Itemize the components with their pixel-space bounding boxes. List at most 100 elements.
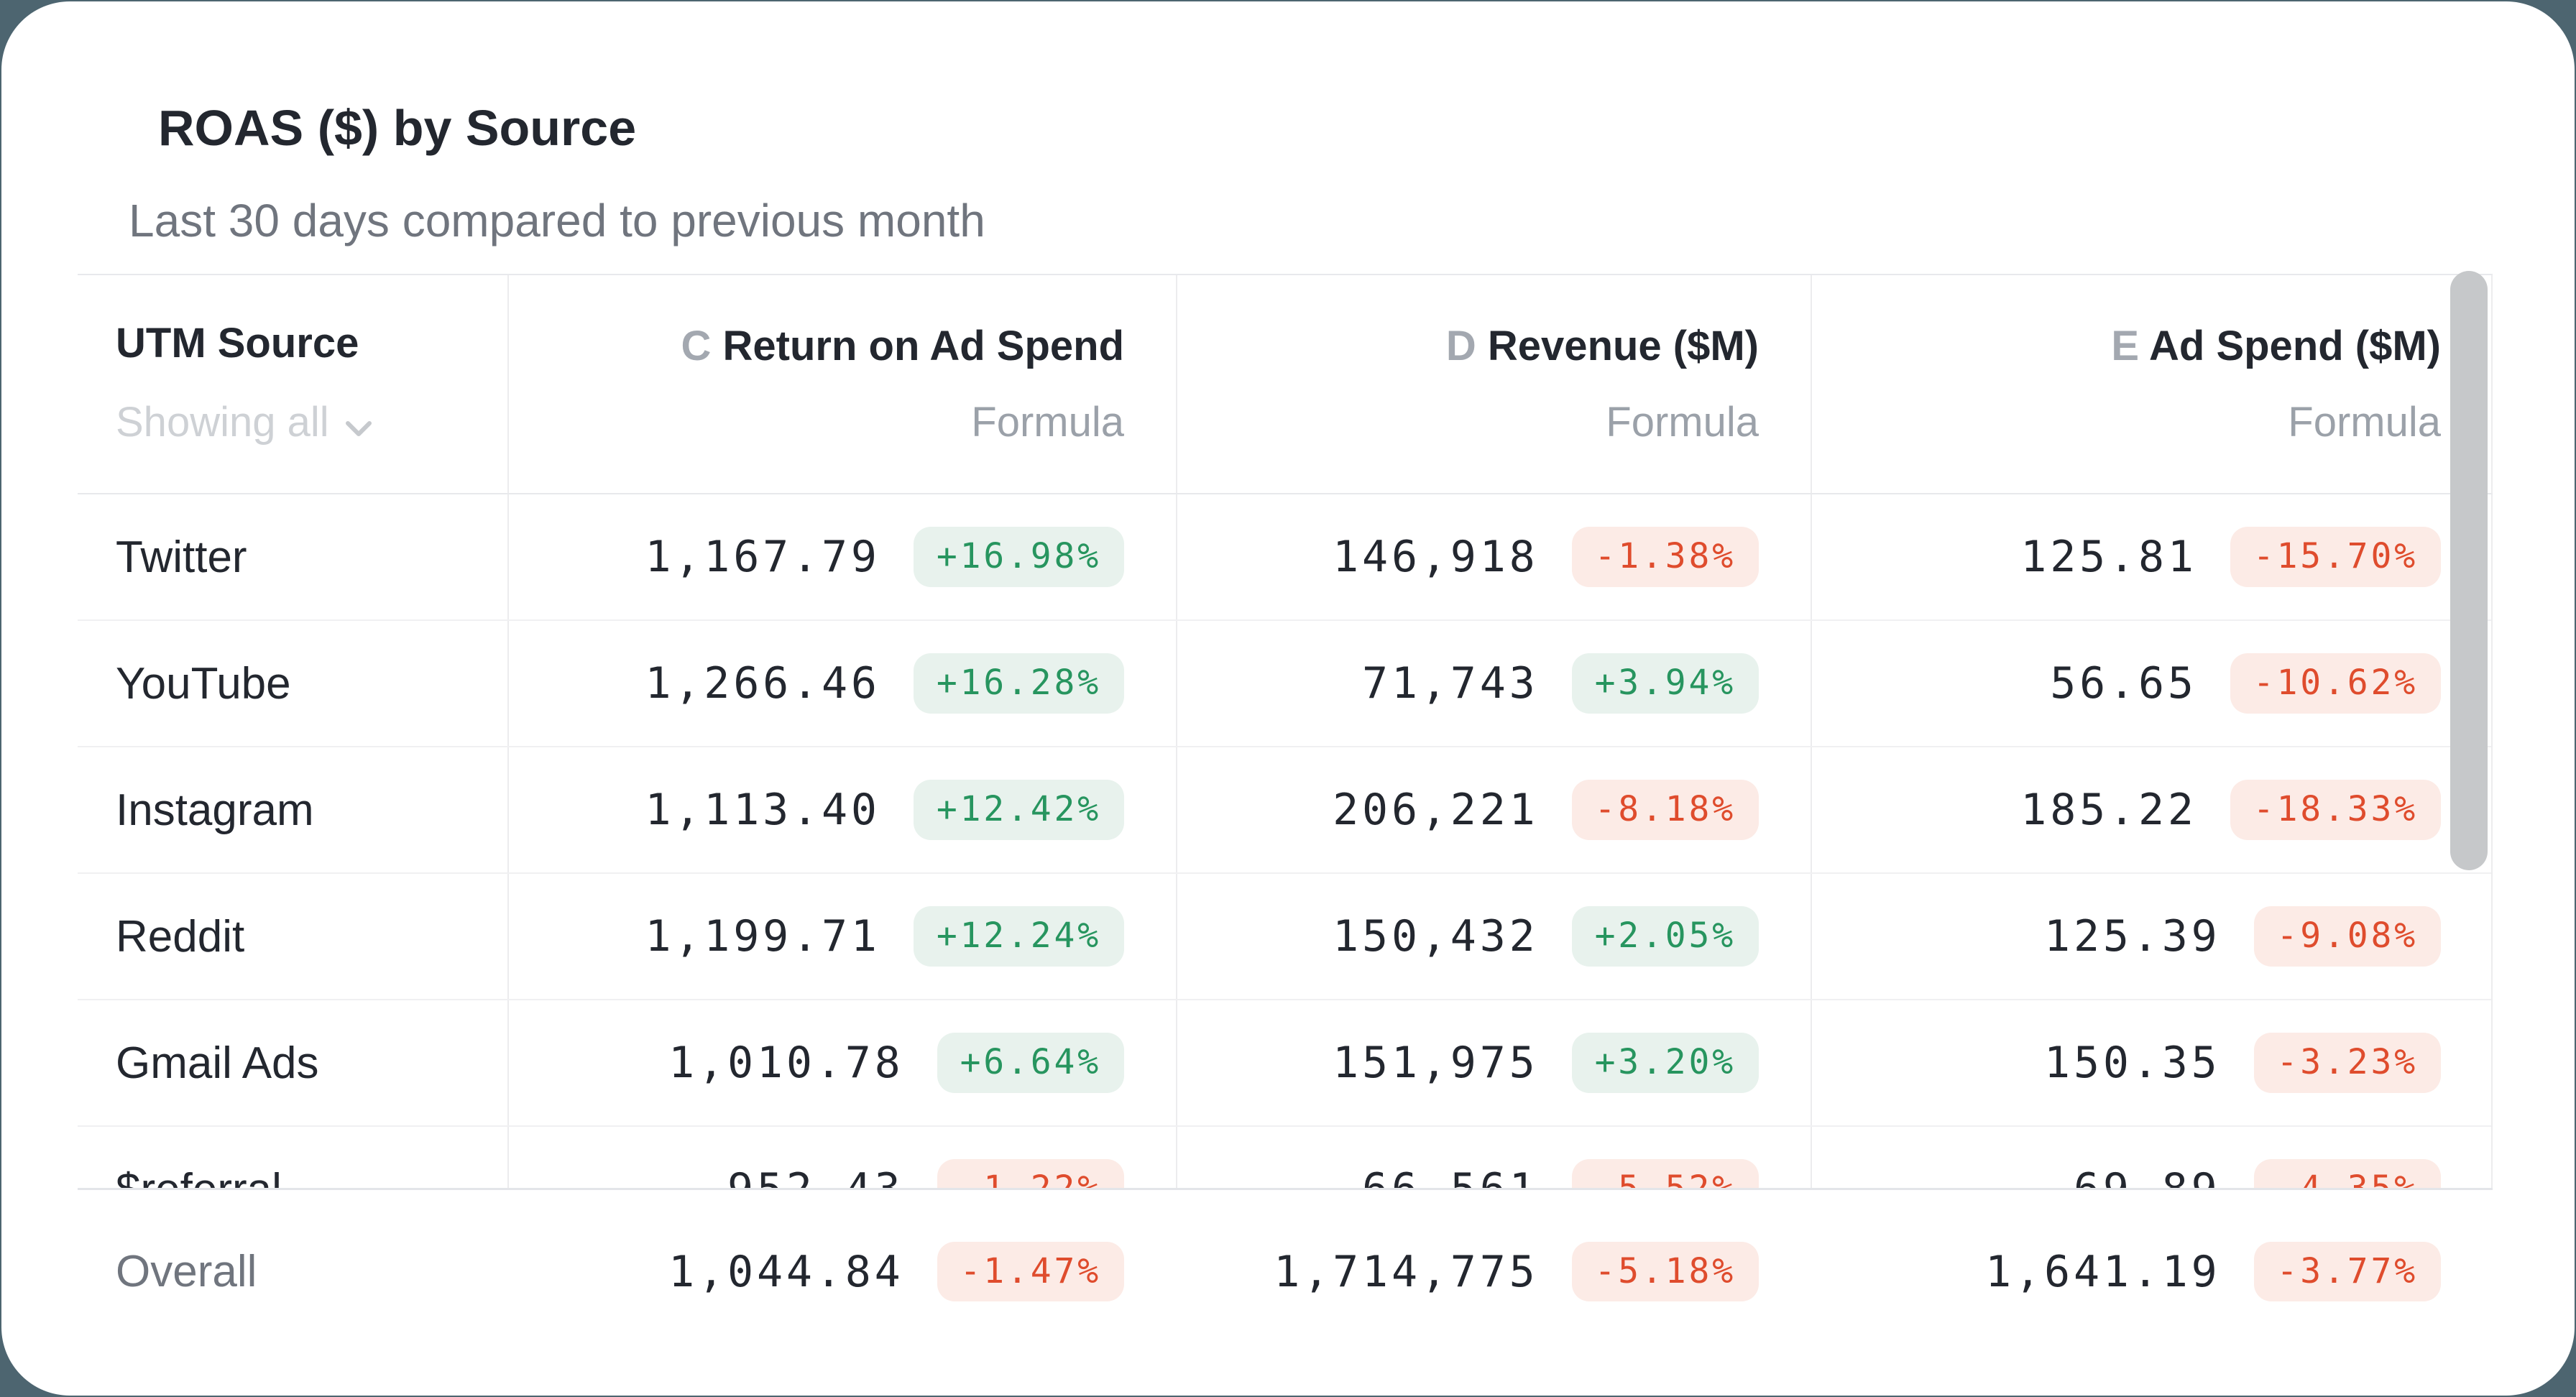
column-formula-label[interactable]: Formula: [1606, 398, 1759, 446]
metric-value: 1,199.71: [645, 911, 880, 962]
delta-badge: -1.38%: [1571, 527, 1759, 587]
delta-badge: +12.42%: [913, 780, 1124, 840]
row-label: Instagram: [116, 785, 314, 835]
table-row-reddit: Reddit 1,199.71 +12.24% 150,432 +2.05% 1…: [78, 874, 2491, 1000]
metric-value: 1,266.46: [645, 658, 880, 709]
table-cell: 1,266.46 +16.28%: [507, 621, 1176, 746]
column-label: Return on Ad Spend: [722, 322, 1124, 369]
column-title: D Revenue ($M): [1445, 322, 1759, 369]
column-letter: D: [1445, 322, 1476, 369]
table-row-instagram: Instagram 1,113.40 +12.42% 206,221 -8.18…: [78, 747, 2491, 874]
table-cell: 66,561 -5.52%: [1176, 1127, 1811, 1188]
source-filter-label: Showing all: [116, 398, 329, 446]
row-label: Twitter: [116, 532, 247, 582]
delta-badge: -1.22%: [937, 1159, 1124, 1188]
metric-value: 150,432: [1333, 911, 1539, 962]
metric-value: 151,975: [1333, 1038, 1539, 1088]
chevron-down-icon: [344, 403, 374, 448]
table-body: Twitter 1,167.79 +16.98% 146,918 -1.38% …: [78, 494, 2493, 1188]
column-label: Revenue ($M): [1487, 322, 1759, 369]
delta-badge: -3.77%: [2253, 1241, 2441, 1302]
delta-badge: +3.94%: [1571, 653, 1759, 714]
utm-source-header-label: UTM Source: [116, 319, 359, 366]
delta-badge: -9.08%: [2253, 906, 2441, 967]
table-row-twitter: Twitter 1,167.79 +16.98% 146,918 -1.38% …: [78, 494, 2491, 621]
metric-value: 56.65: [2050, 658, 2197, 709]
column-header-ad-spend[interactable]: E Ad Spend ($M) Formula: [1811, 275, 2493, 493]
column-letter: E: [2111, 322, 2140, 369]
column-label: Ad Spend ($M): [2149, 322, 2441, 369]
row-label: Reddit: [116, 911, 245, 962]
table-row-referral: $referral 952.43 -1.22% 66,561 -5.52% 69…: [78, 1127, 2491, 1188]
metric-value: 66,561: [1362, 1164, 1539, 1188]
delta-badge: +16.98%: [913, 527, 1124, 587]
row-label: $referral: [78, 1127, 507, 1189]
row-label: YouTube: [116, 658, 291, 709]
table-cell: 1,010.78 +6.64%: [507, 1000, 1176, 1125]
table-cell: 146,918 -1.38%: [1176, 494, 1811, 619]
table-cell: 185.22 -18.33%: [1811, 747, 2491, 872]
metric-value: 69.89: [2074, 1164, 2221, 1188]
source-filter-dropdown[interactable]: Showing all: [116, 397, 374, 448]
metric-value: 1,010.78: [668, 1038, 904, 1088]
table-cell: 69.89 -4.35%: [1811, 1127, 2491, 1188]
table-cell: 1,714,775 -5.18%: [1176, 1190, 1811, 1353]
table-cell: 1,641.19 -3.77%: [1811, 1190, 2493, 1353]
delta-badge: -8.18%: [1571, 780, 1759, 840]
row-label: Gmail Ads: [116, 1038, 319, 1088]
table-cell: 125.81 -15.70%: [1811, 494, 2491, 619]
metric-value: 150.35: [2044, 1038, 2221, 1088]
column-header-return-on-ad-spend[interactable]: C Return on Ad Spend Formula: [507, 275, 1176, 493]
page-title: ROAS ($) by Source: [158, 100, 637, 156]
table-cell: 125.39 -9.08%: [1811, 874, 2491, 999]
page-subtitle: Last 30 days compared to previous month: [129, 195, 985, 246]
table-cell: 150.35 -3.23%: [1811, 1000, 2491, 1125]
metric-value: 146,918: [1333, 532, 1539, 582]
metric-value: 125.81: [2020, 532, 2197, 582]
delta-badge: +16.28%: [913, 653, 1124, 714]
metric-value: 185.22: [2020, 785, 2197, 835]
delta-badge: -10.62%: [2230, 653, 2441, 714]
column-letter: C: [681, 322, 712, 369]
delta-badge: -1.47%: [937, 1241, 1124, 1302]
metric-value: 206,221: [1333, 785, 1539, 835]
delta-badge: -15.70%: [2230, 527, 2441, 587]
metric-value: 125.39: [2044, 911, 2221, 962]
metric-value: 1,044.84: [668, 1246, 904, 1297]
table-header-row: UTM Source Showing all C Return on Ad Sp…: [78, 274, 2493, 494]
table-footer-row-overall: Overall 1,044.84 -1.47% 1,714,775 -5.18%…: [78, 1188, 2493, 1353]
delta-badge: +2.05%: [1571, 906, 1759, 967]
column-formula-label[interactable]: Formula: [971, 398, 1124, 446]
metric-value: 71,743: [1362, 658, 1539, 709]
table-cell: 1,167.79 +16.98%: [507, 494, 1176, 619]
delta-badge: -5.52%: [1571, 1159, 1759, 1188]
delta-badge: -18.33%: [2230, 780, 2441, 840]
table-cell: 1,199.71 +12.24%: [507, 874, 1176, 999]
footer-row-label: Overall: [116, 1247, 257, 1296]
column-title: C Return on Ad Spend: [681, 322, 1125, 369]
table-cell: 1,113.40 +12.42%: [507, 747, 1176, 872]
table-cell: 71,743 +3.94%: [1176, 621, 1811, 746]
delta-badge: -4.35%: [2253, 1159, 2441, 1188]
vertical-scrollbar-thumb[interactable]: [2450, 271, 2488, 870]
table-cell: 1,044.84 -1.47%: [507, 1190, 1176, 1353]
column-title: E Ad Spend ($M): [2111, 322, 2441, 369]
metric-value: 1,714,775: [1274, 1246, 1539, 1297]
table-cell: 56.65 -10.62%: [1811, 621, 2491, 746]
delta-badge: +6.64%: [937, 1033, 1124, 1093]
delta-badge: +3.20%: [1571, 1033, 1759, 1093]
table-cell: 206,221 -8.18%: [1176, 747, 1811, 872]
table-cell: 952.43 -1.22%: [507, 1127, 1176, 1188]
column-formula-label[interactable]: Formula: [2288, 398, 2441, 446]
delta-badge: -5.18%: [1571, 1241, 1759, 1302]
table-row-gmail-ads: Gmail Ads 1,010.78 +6.64% 151,975 +3.20%…: [78, 1000, 2491, 1127]
metric-value: 952.43: [727, 1164, 904, 1188]
column-header-revenue[interactable]: D Revenue ($M) Formula: [1176, 275, 1811, 493]
metric-value: 1,113.40: [645, 785, 880, 835]
metric-value: 1,641.19: [1985, 1246, 2221, 1297]
column-header-utm-source: UTM Source Showing all: [78, 275, 507, 493]
delta-badge: -3.23%: [2253, 1033, 2441, 1093]
metric-value: 1,167.79: [645, 532, 880, 582]
